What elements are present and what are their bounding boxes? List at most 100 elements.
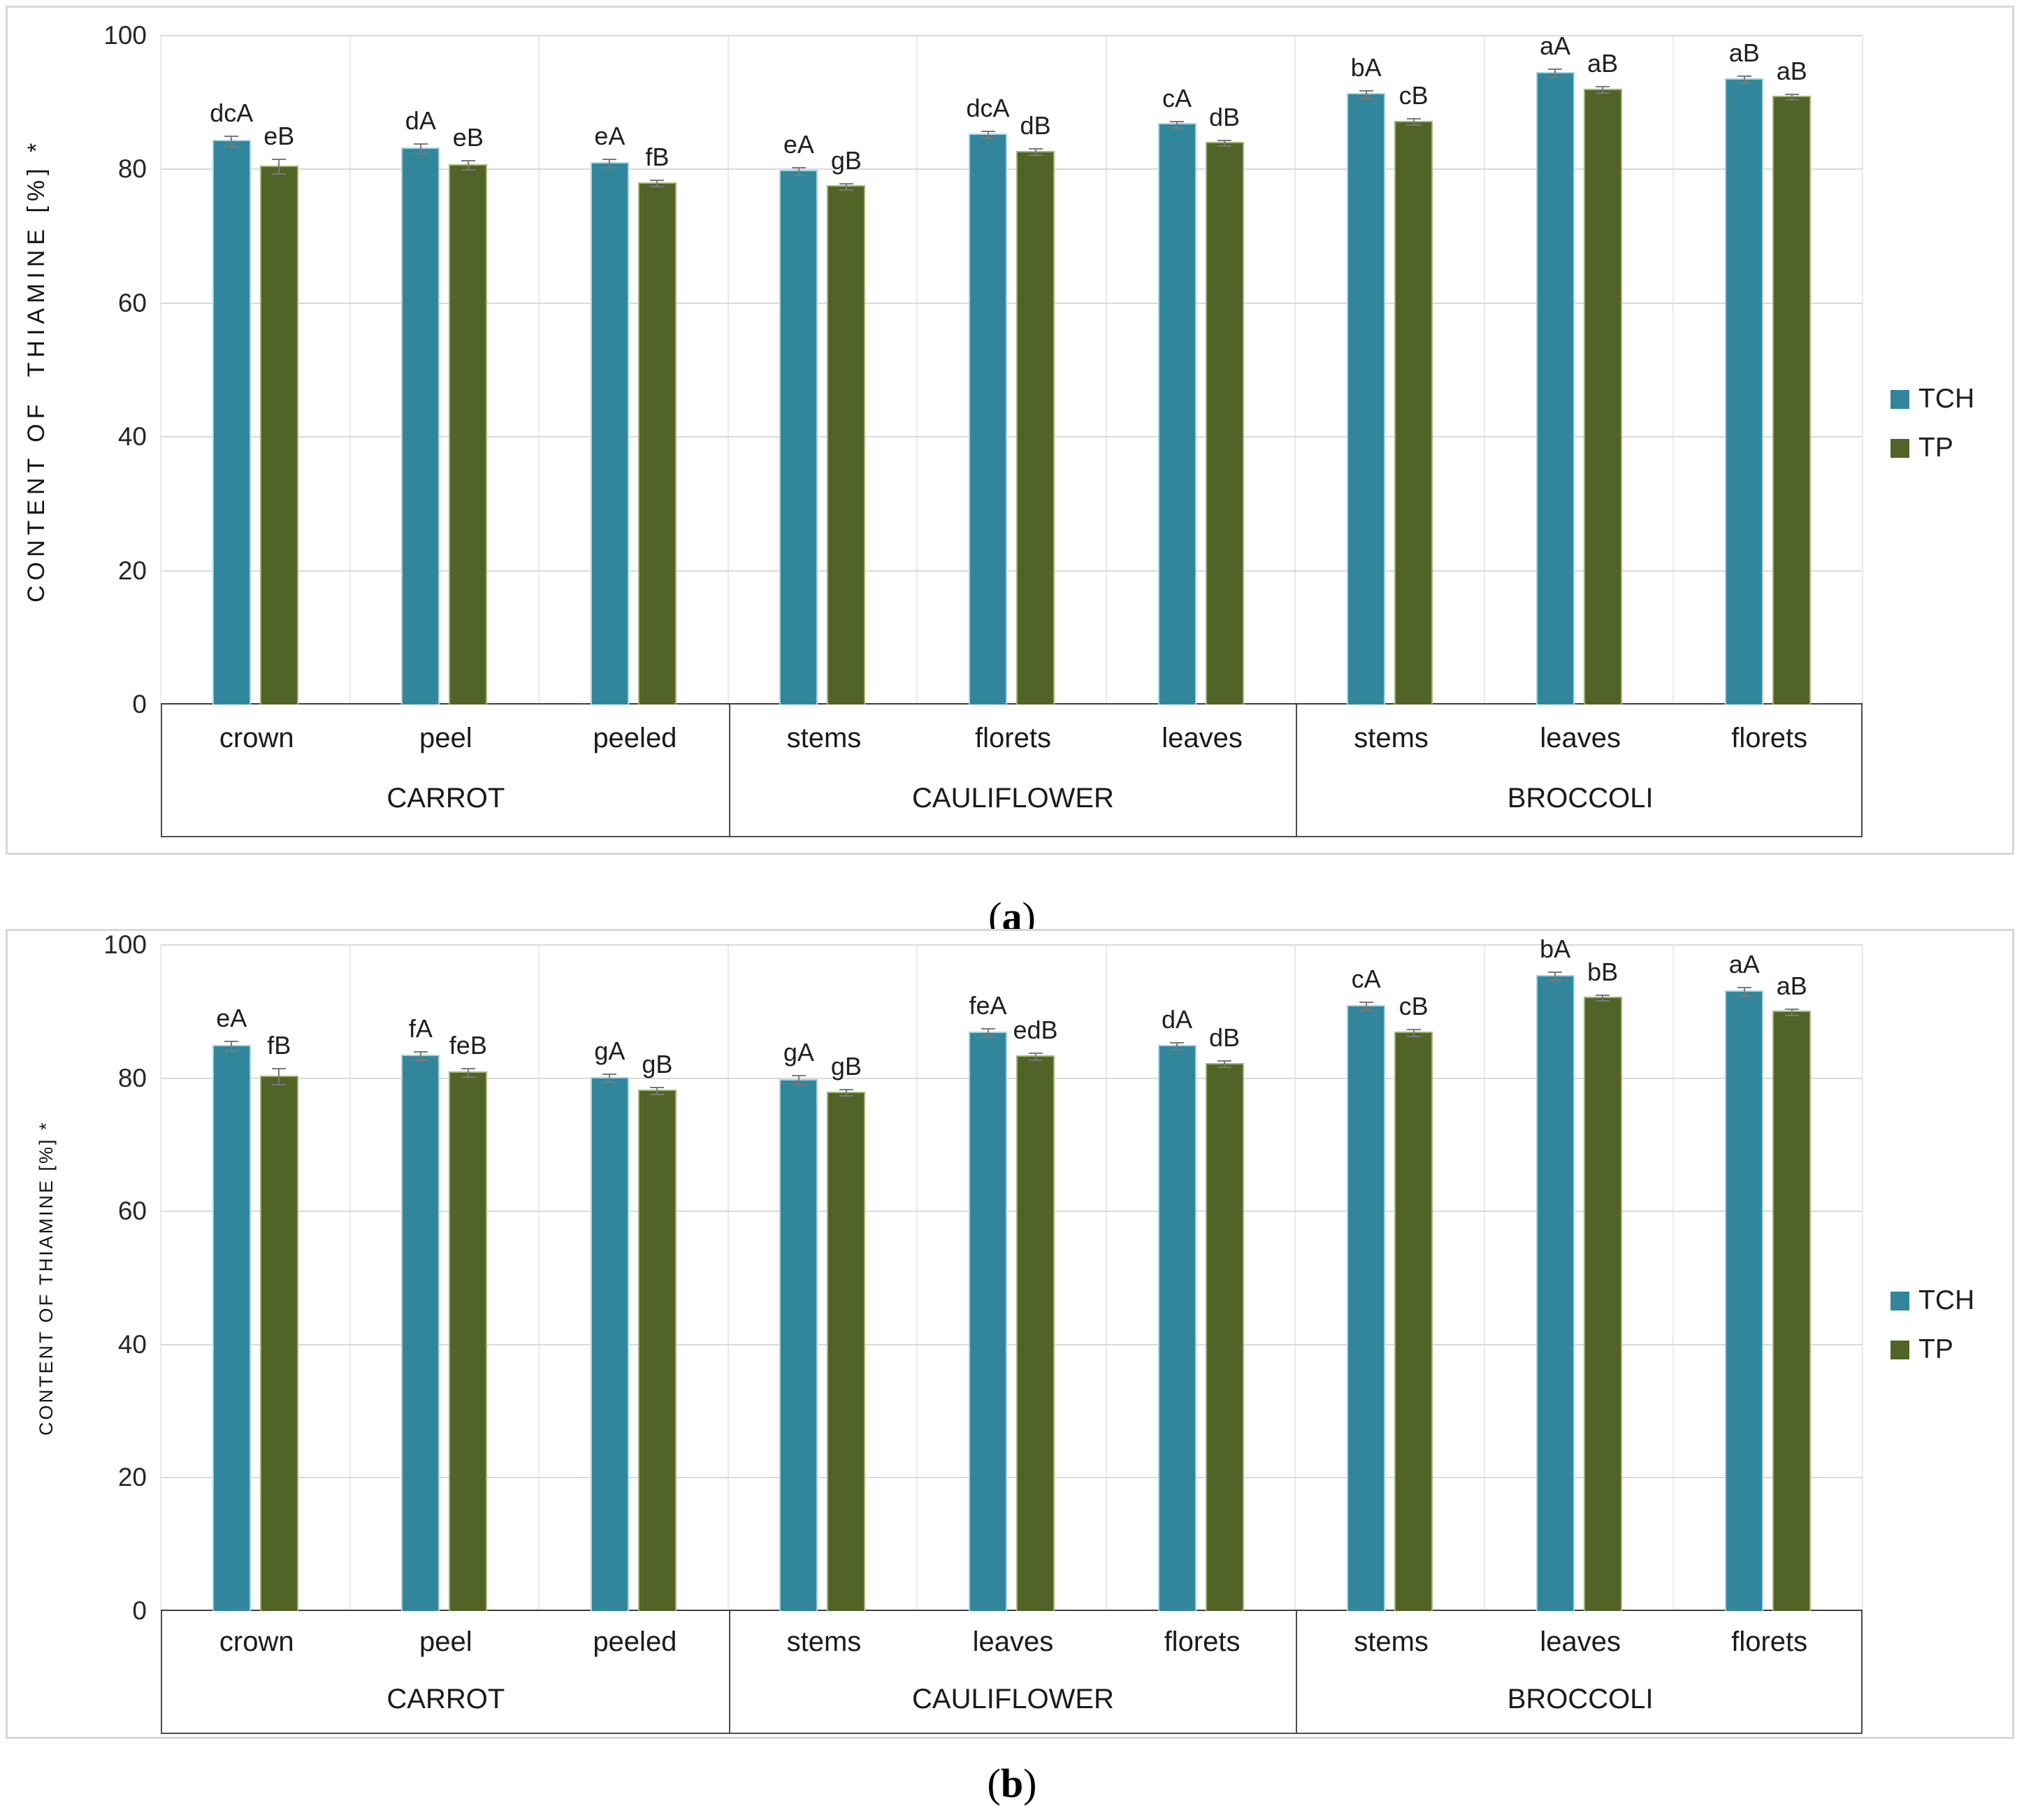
vertical-gridline <box>349 945 351 1611</box>
vertical-gridline <box>916 945 918 1611</box>
group-divider <box>1296 1611 1298 1733</box>
y-tick-label: 20 <box>117 556 147 585</box>
part-label-stems: stems <box>786 723 862 753</box>
caption-b-close: ) <box>1023 1761 1037 1806</box>
vertical-gridline <box>916 36 918 705</box>
vertical-gridline <box>1294 36 1296 705</box>
error-bar <box>1170 1042 1185 1050</box>
bar-label: aB <box>1776 57 1807 86</box>
error-bar <box>1596 85 1610 94</box>
bar-label: bB <box>1587 958 1619 987</box>
bar-label: fB <box>267 1031 291 1060</box>
error-bar <box>1028 1053 1043 1061</box>
part-label-leaves: leaves <box>1540 723 1621 753</box>
bar-label: dcA <box>210 98 254 127</box>
vertical-gridline <box>160 36 161 705</box>
horizontal-gridline <box>161 1211 1863 1213</box>
legend-item-tp: TP <box>1891 1334 1974 1365</box>
vertical-gridline <box>1483 945 1485 1611</box>
bar-label: eB <box>263 122 295 151</box>
error-bar <box>1737 75 1751 85</box>
error-bar <box>981 130 995 139</box>
vegetable-label-broccoli: BROCCOLI <box>1507 1684 1654 1714</box>
bar-tp-leaves <box>1583 997 1622 1611</box>
bar-tp-stems <box>827 1091 866 1611</box>
part-label-florets: florets <box>975 723 1051 753</box>
bar-label: eA <box>783 129 814 159</box>
bar-tp-florets <box>1205 1062 1244 1611</box>
caption-a-close: ) <box>1022 894 1036 939</box>
horizontal-gridline <box>161 944 1863 946</box>
legend-item-tch: TCH <box>1891 384 1974 414</box>
vegetable-label-carrot: CARROT <box>386 1684 505 1714</box>
part-label-florets: florets <box>1731 1626 1808 1657</box>
legend-b: TCH TP <box>1891 1285 1974 1365</box>
error-bar <box>1737 987 1751 997</box>
bar-label: bA <box>1350 52 1382 82</box>
x-axis-line <box>161 1610 1863 1612</box>
bar-label: aB <box>1776 971 1807 1000</box>
error-bar <box>413 143 428 154</box>
vertical-gridline <box>1483 36 1485 705</box>
part-label-peeled: peeled <box>593 1626 677 1657</box>
error-bar <box>1784 94 1799 101</box>
bar-label: edB <box>1013 1016 1058 1045</box>
bar-label: dA <box>1162 1005 1193 1034</box>
vertical-gridline <box>1672 36 1675 705</box>
legend-label-tp: TP <box>1918 1334 1953 1364</box>
bar-label: cA <box>1162 83 1192 113</box>
group-divider <box>728 705 730 836</box>
plot-area-a: 0 20 40 60 80 100 dcA dA eA eA dcA cA bA aA aB eB eB fB gB… <box>103 21 1863 718</box>
vegetable-label-carrot: CARROT <box>386 783 505 814</box>
bar-tch-peeled <box>590 161 629 705</box>
error-bar <box>981 1028 995 1038</box>
bar-label: feA <box>969 991 1007 1020</box>
vertical-gridline <box>1105 945 1107 1611</box>
group-divider <box>1296 705 1298 836</box>
bar-label: dA <box>405 106 436 136</box>
bar-label: aB <box>1728 38 1760 68</box>
bar-tp-peel <box>449 1071 488 1611</box>
vegetable-label-cauliflower: CAULIFLOWER <box>912 783 1114 814</box>
bar-label: eA <box>594 122 626 151</box>
caption-a-open: ( <box>988 894 1002 939</box>
y-tick-label: 20 <box>117 1463 147 1492</box>
bar-tp-leaves <box>1016 1055 1055 1611</box>
legend-label-tch: TCH <box>1918 1285 1975 1315</box>
vertical-gridline <box>1862 36 1863 705</box>
horizontal-gridline <box>161 570 1863 572</box>
part-label-leaves: leaves <box>1540 1626 1621 1657</box>
horizontal-gridline <box>161 302 1863 304</box>
bar-tp-florets <box>1016 150 1055 705</box>
legend-item-tch: TCH <box>1891 1285 1974 1316</box>
group-divider <box>728 1611 730 1733</box>
bar-tch-peeled <box>590 1076 629 1611</box>
bar-tch-peel <box>401 147 440 705</box>
bar-label: gB <box>830 1051 862 1081</box>
error-bar <box>1170 120 1185 129</box>
part-label-florets: florets <box>1164 1626 1241 1657</box>
error-bar <box>1596 995 1610 1002</box>
vertical-gridline <box>1672 945 1675 1611</box>
error-bar <box>1548 68 1563 78</box>
bar-label: dB <box>1020 110 1051 140</box>
bar-tp-crown <box>259 1075 298 1611</box>
error-bar <box>839 1088 853 1097</box>
bar-tp-leaves <box>1583 88 1622 705</box>
part-label-stems: stems <box>1354 723 1429 753</box>
part-label-crown: crown <box>219 1626 294 1657</box>
bar-tch-crown <box>212 140 251 705</box>
vertical-gridline <box>538 945 540 1611</box>
error-bar <box>1359 1002 1373 1011</box>
y-tick-label: 80 <box>117 1063 147 1092</box>
error-bar <box>1217 1060 1232 1069</box>
bar-tp-peeled <box>637 182 677 705</box>
bar-label: eB <box>452 123 484 152</box>
bar-tp-leaves <box>1205 142 1244 705</box>
bar-tp-crown <box>259 165 298 705</box>
category-table-a: crown peel peeled stems florets leaves stems le… <box>161 705 1863 837</box>
bar-label: cB <box>1398 992 1429 1021</box>
error-bar <box>272 1068 287 1086</box>
bar-label: fB <box>645 142 670 171</box>
legend-item-tp: TP <box>1891 433 1974 463</box>
